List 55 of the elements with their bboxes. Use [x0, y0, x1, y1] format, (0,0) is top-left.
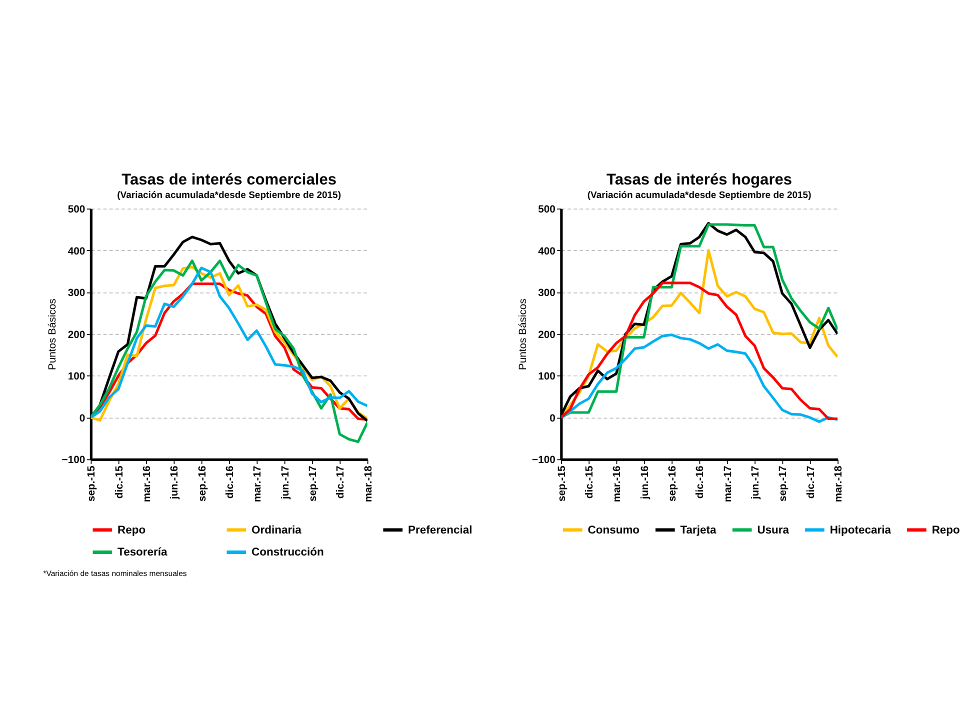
y-tick-label: 300 [68, 288, 86, 300]
y-tick-label: 300 [538, 288, 556, 300]
x-tick-label: dic.-16 [695, 466, 706, 499]
y-tick-label: 400 [538, 246, 556, 258]
y-tick-label: 400 [68, 246, 86, 258]
y-tick-label: 500 [68, 204, 86, 216]
x-tick-label: sep.-17 [308, 466, 319, 502]
y-tick-label: 100 [68, 372, 86, 383]
x-tick-label: mar.-16 [612, 466, 624, 502]
legend-label: Repo [932, 524, 960, 536]
y-tick-label: 200 [68, 330, 86, 341]
text: *Variación de tasas nominales mensuales [43, 568, 187, 578]
y-tick-label: 0 [550, 413, 556, 424]
chart-title: Tasas de interés comerciales [122, 171, 337, 188]
chart-subtitle: (Variación acumulada*desde Septiembre de 2015) [117, 190, 342, 202]
legend-label: Consumo [588, 524, 640, 536]
legend-label: Construcción [252, 546, 324, 559]
y-axis-title: Puntos Básicos [48, 298, 59, 370]
line-series [561, 282, 838, 420]
y-tick-label: −100 [62, 455, 86, 466]
y-tick-label: 200 [538, 330, 556, 341]
x-tick-label: sep.-15 [86, 466, 98, 502]
x-tick-label: mar.-17 [722, 466, 734, 502]
x-tick-label: sep.-15 [556, 466, 568, 502]
legend-label: Tarjeta [680, 524, 718, 536]
x-tick-label: mar.-18 [363, 466, 374, 502]
chart-title: Tasas de interés hogares [606, 171, 792, 188]
y-tick-label: 500 [538, 204, 556, 216]
x-tick-label: jun.-16 [640, 466, 651, 500]
x-tick-label: sep.-16 [668, 466, 679, 502]
y-tick-label: 100 [538, 372, 556, 383]
x-tick-label: jun.-17 [280, 466, 292, 500]
legend-label: Preferencial [408, 524, 472, 536]
x-tick-label: dic.-15 [114, 466, 126, 499]
x-tick-label: dic.-16 [224, 466, 236, 499]
x-tick-label: jun.-16 [170, 466, 181, 500]
legend-label: Ordinaria [252, 524, 302, 536]
line-series [561, 333, 838, 423]
legend-label: Usura [757, 524, 790, 536]
y-tick-label: −100 [532, 455, 556, 466]
x-tick-label: sep.-16 [197, 466, 208, 502]
x-tick-label: dic.-17 [806, 466, 817, 499]
legend-label: Tesorería [118, 546, 168, 559]
chart-subtitle: (Variación acumulada*desde Septiembre de 2015) [587, 190, 812, 202]
x-tick-label: mar.-16 [142, 466, 153, 502]
y-axis-title: Puntos Básicos [518, 298, 529, 370]
legend-label: Repo [118, 524, 146, 536]
x-tick-label: mar.-18 [834, 466, 844, 502]
x-tick-label: mar.-17 [252, 466, 264, 502]
x-tick-label: jun.-17 [750, 466, 762, 500]
x-tick-label: dic.-17 [336, 466, 347, 499]
x-tick-label: sep.-17 [778, 466, 790, 502]
y-tick-label: 0 [79, 413, 86, 424]
x-tick-label: dic.-15 [584, 466, 596, 499]
legend-label: Hipotecaria [830, 524, 892, 536]
